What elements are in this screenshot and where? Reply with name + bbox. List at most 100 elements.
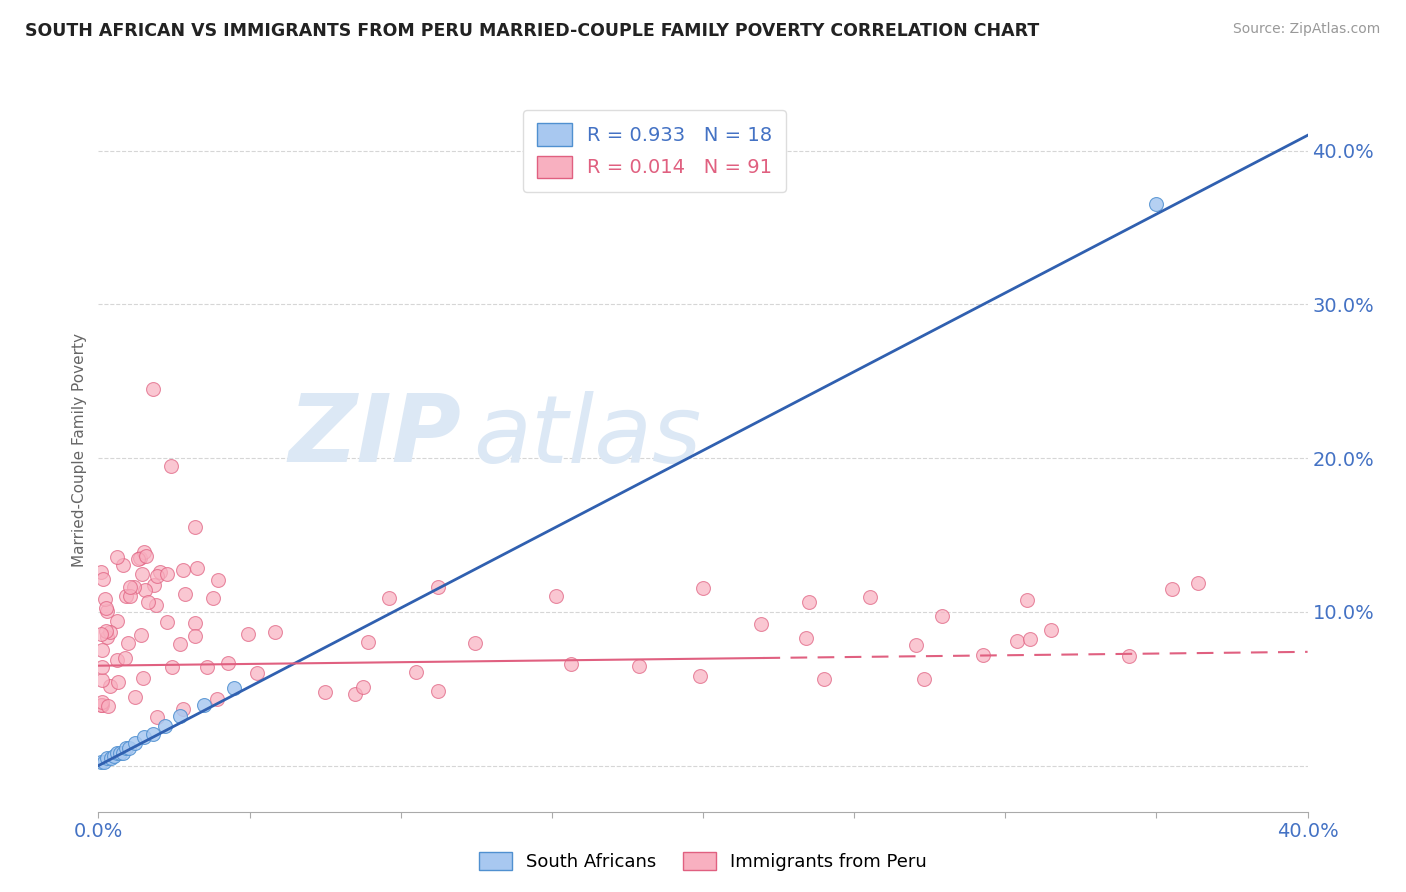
Point <box>217 656 239 670</box>
Point <box>560 657 582 671</box>
Point <box>98 679 121 693</box>
Point <box>1005 634 1028 648</box>
Point <box>142 727 165 741</box>
Point <box>132 730 155 744</box>
Point <box>91 698 114 713</box>
Point <box>689 668 711 682</box>
Point <box>160 458 183 473</box>
Point <box>224 681 246 695</box>
Point <box>90 756 112 770</box>
Point <box>146 569 169 583</box>
Point <box>692 581 714 595</box>
Point <box>797 595 820 609</box>
Point <box>96 750 118 764</box>
Point <box>905 638 928 652</box>
Point <box>108 746 131 760</box>
Point <box>145 710 167 724</box>
Point <box>107 614 129 628</box>
Point <box>91 660 114 674</box>
Point <box>145 599 167 613</box>
Point <box>263 625 285 640</box>
Point <box>172 701 194 715</box>
Point <box>153 719 176 733</box>
Text: ZIP: ZIP <box>288 390 461 482</box>
Point <box>90 673 112 687</box>
Point <box>749 617 772 632</box>
Point <box>114 741 136 756</box>
Text: atlas: atlas <box>474 391 702 482</box>
Point <box>794 631 817 645</box>
Point <box>1039 624 1062 638</box>
Point <box>94 600 117 615</box>
Point <box>169 636 191 650</box>
Point <box>169 709 191 723</box>
Point <box>107 675 129 690</box>
Point <box>183 629 205 643</box>
Point <box>172 563 194 577</box>
Point <box>238 627 260 641</box>
Point <box>120 589 142 603</box>
Point <box>156 615 179 630</box>
Point <box>186 560 208 574</box>
Point <box>314 685 336 699</box>
Point <box>132 545 155 559</box>
Point <box>131 567 153 582</box>
Legend: South Africans, Immigrants from Peru: South Africans, Immigrants from Peru <box>472 845 934 879</box>
Point <box>344 687 367 701</box>
Text: SOUTH AFRICAN VS IMMIGRANTS FROM PERU MARRIED-COUPLE FAMILY POVERTY CORRELATION : SOUTH AFRICAN VS IMMIGRANTS FROM PERU MA… <box>25 22 1039 40</box>
Point <box>105 550 128 565</box>
Point <box>100 750 122 764</box>
Point <box>1161 582 1184 596</box>
Point <box>118 741 141 756</box>
Point <box>111 558 134 572</box>
Point <box>914 672 936 686</box>
Point <box>132 671 155 685</box>
Point <box>174 586 197 600</box>
Point <box>207 692 229 706</box>
Point <box>135 549 157 563</box>
Point <box>246 666 269 681</box>
Point <box>207 573 229 587</box>
Point <box>972 648 994 662</box>
Point <box>377 591 399 606</box>
Point <box>90 694 112 708</box>
Point <box>94 591 117 606</box>
Point <box>136 595 159 609</box>
Point <box>124 736 146 750</box>
Point <box>124 690 146 705</box>
Point <box>100 625 122 640</box>
Point <box>129 628 152 642</box>
Point <box>97 698 120 713</box>
Point <box>128 551 150 566</box>
Point <box>134 582 156 597</box>
Legend: R = 0.933   N = 18, R = 0.014   N = 91: R = 0.933 N = 18, R = 0.014 N = 91 <box>523 110 786 192</box>
Point <box>142 578 165 592</box>
Point <box>111 746 134 760</box>
Y-axis label: Married-Couple Family Poverty: Married-Couple Family Poverty <box>72 334 87 567</box>
Point <box>357 635 380 649</box>
Point <box>105 653 128 667</box>
Point <box>201 591 224 606</box>
Point <box>813 672 835 686</box>
Point <box>156 567 179 582</box>
Point <box>117 636 139 650</box>
Point <box>1015 593 1038 607</box>
Point <box>931 608 953 623</box>
Point <box>91 572 114 586</box>
Point <box>184 520 207 534</box>
Point <box>627 658 650 673</box>
Point <box>184 616 207 631</box>
Point <box>115 590 138 604</box>
Point <box>149 565 172 579</box>
Point <box>859 590 882 604</box>
Point <box>546 589 568 603</box>
Point <box>90 627 112 641</box>
Point <box>105 746 128 760</box>
Point <box>162 660 184 674</box>
Point <box>464 636 486 650</box>
Point <box>1018 632 1040 646</box>
Point <box>96 604 118 618</box>
Point <box>114 650 136 665</box>
Point <box>90 565 112 579</box>
Point <box>405 665 427 679</box>
